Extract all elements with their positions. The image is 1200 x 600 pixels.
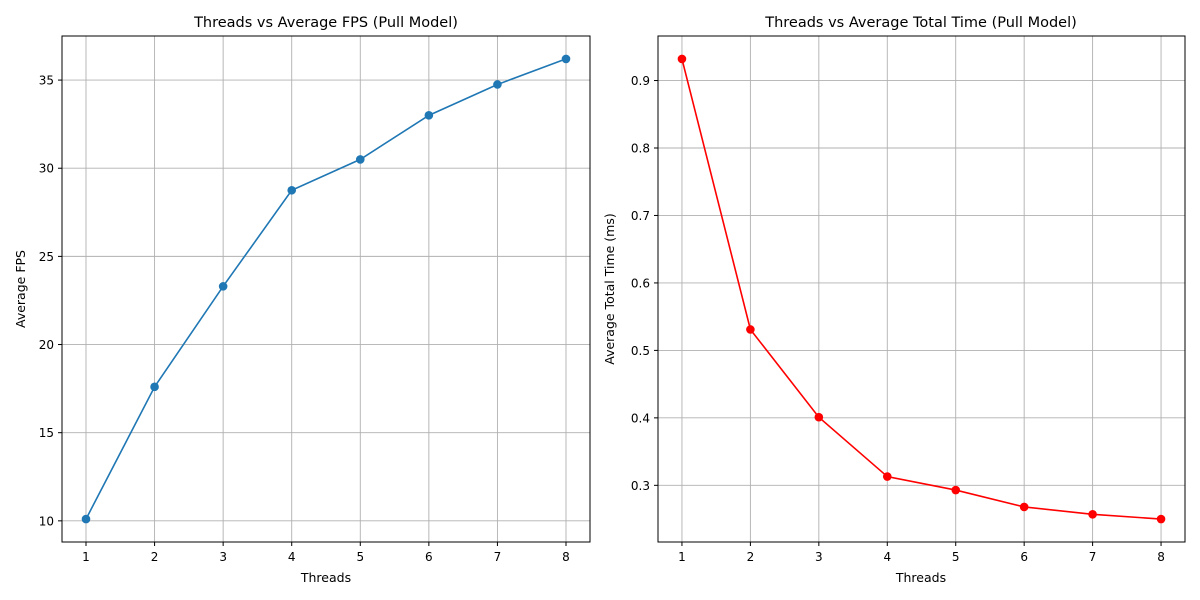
series-fps — [81, 54, 571, 524]
y-tick-label: 0.8 — [631, 141, 650, 155]
y-tick-label: 0.7 — [631, 209, 650, 223]
data-point-fps — [493, 80, 502, 89]
grid-total-time — [658, 36, 1185, 542]
x-tick-label: 1 — [82, 550, 90, 564]
chart-fps: 1 2 3 4 5 6 7 8 10 15 20 25 30 35 Threads vs Average … — [13, 15, 591, 585]
y-tick-label: 35 — [39, 74, 54, 88]
x-axis-label-fps: Threads — [300, 570, 351, 585]
x-tick-label: 5 — [952, 550, 960, 564]
data-point-fps — [81, 514, 91, 524]
y-tick-label: 15 — [39, 426, 54, 440]
data-point-total-time — [882, 472, 892, 481]
ticks-fps: 1 2 3 4 5 6 7 8 10 15 20 25 30 35 — [39, 74, 570, 564]
x-tick-label: 2 — [151, 550, 159, 564]
series-line-total-time — [681, 58, 1162, 520]
y-axis-label-total-time: Average Total Time (ms) — [602, 213, 617, 364]
series-total-time — [677, 54, 1166, 524]
y-tick-label: 0.3 — [631, 479, 650, 493]
x-tick-label: 2 — [747, 550, 755, 564]
data-point-fps — [150, 382, 159, 392]
axes-frame-fps — [61, 35, 591, 543]
x-tick-label: 7 — [1089, 550, 1097, 564]
x-axis-label-total-time: Threads — [895, 570, 946, 585]
plot-area-fps — [62, 36, 590, 542]
y-tick-label: 20 — [39, 338, 54, 352]
x-tick-label: 7 — [494, 550, 502, 564]
chart-title-fps: Threads vs Average FPS (Pull Model) — [193, 15, 458, 31]
data-point-total-time — [1156, 514, 1166, 524]
axes-frame-total-time — [657, 35, 1186, 543]
y-tick-label: 10 — [39, 514, 54, 528]
chart-total-time: 1 2 3 4 5 6 7 8 0.3 0.4 0.5 0.6 0.7 0.8 0.9 Threads vs… — [602, 15, 1186, 585]
data-point-total-time — [951, 485, 961, 495]
data-point-fps — [561, 54, 571, 64]
x-tick-label: 6 — [1020, 550, 1028, 564]
x-tick-label: 8 — [562, 550, 570, 564]
y-axis-label-fps: Average FPS — [13, 250, 28, 328]
data-point-fps — [218, 282, 228, 291]
plot-area-total-time — [658, 36, 1185, 542]
y-tick-label: 0.5 — [631, 344, 650, 358]
y-tick-label: 0.9 — [631, 74, 650, 88]
x-tick-label: 5 — [356, 550, 364, 564]
data-point-total-time — [677, 54, 687, 64]
ticks-total-time: 1 2 3 4 5 6 7 8 0.3 0.4 0.5 0.6 0.7 0.8 0.9 — [631, 74, 1165, 564]
y-tick-label: 25 — [39, 250, 54, 264]
x-tick-label: 3 — [219, 550, 227, 564]
data-point-fps — [355, 155, 365, 164]
data-point-total-time — [1088, 510, 1097, 519]
x-tick-label: 4 — [883, 550, 891, 564]
data-point-total-time — [1019, 502, 1029, 512]
chart-title-total-time: Threads vs Average Total Time (Pull Mode… — [764, 15, 1077, 31]
grid-fps — [62, 36, 590, 542]
x-tick-label: 3 — [815, 550, 823, 564]
x-tick-label: 4 — [288, 550, 296, 564]
y-tick-label: 30 — [39, 162, 54, 176]
x-tick-label: 1 — [678, 550, 686, 564]
y-tick-label: 0.4 — [631, 411, 650, 425]
data-point-fps — [424, 111, 434, 120]
data-point-total-time — [746, 325, 755, 334]
x-tick-label: 8 — [1157, 550, 1165, 564]
series-line-fps — [85, 58, 567, 520]
y-tick-label: 0.6 — [631, 276, 650, 290]
x-tick-label: 6 — [425, 550, 433, 564]
data-point-fps — [287, 185, 297, 195]
data-point-total-time — [814, 412, 824, 422]
